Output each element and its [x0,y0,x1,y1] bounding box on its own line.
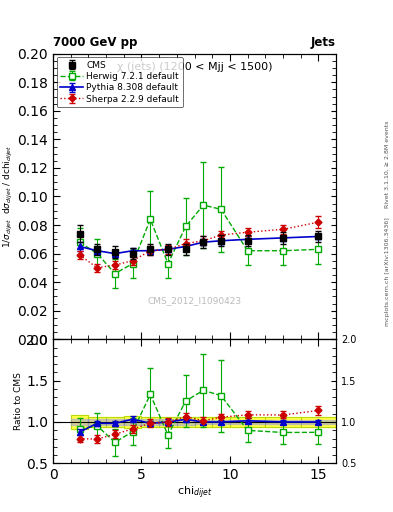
Text: mcplots.cern.ch [arXiv:1306.3436]: mcplots.cern.ch [arXiv:1306.3436] [385,217,389,326]
Text: 7000 GeV pp: 7000 GeV pp [53,36,138,49]
Legend: CMS, Herwig 7.2.1 default, Pythia 8.308 default, Sherpa 2.2.9 default: CMS, Herwig 7.2.1 default, Pythia 8.308 … [57,57,183,108]
Text: Rivet 3.1.10, ≥ 2.8M events: Rivet 3.1.10, ≥ 2.8M events [385,120,389,207]
Text: Jets: Jets [311,36,336,49]
Y-axis label: Ratio to CMS: Ratio to CMS [15,372,24,430]
X-axis label: chi$_{dijet}$: chi$_{dijet}$ [177,485,212,501]
Y-axis label: 1/$\sigma_{dijet}$  d$\sigma_{dijet}$ / dchi$_{dijet}$: 1/$\sigma_{dijet}$ d$\sigma_{dijet}$ / d… [2,145,15,248]
Text: CMS_2012_I1090423: CMS_2012_I1090423 [147,296,242,305]
Text: χ (jets) (1200 < Mjj < 1500): χ (jets) (1200 < Mjj < 1500) [117,62,272,72]
